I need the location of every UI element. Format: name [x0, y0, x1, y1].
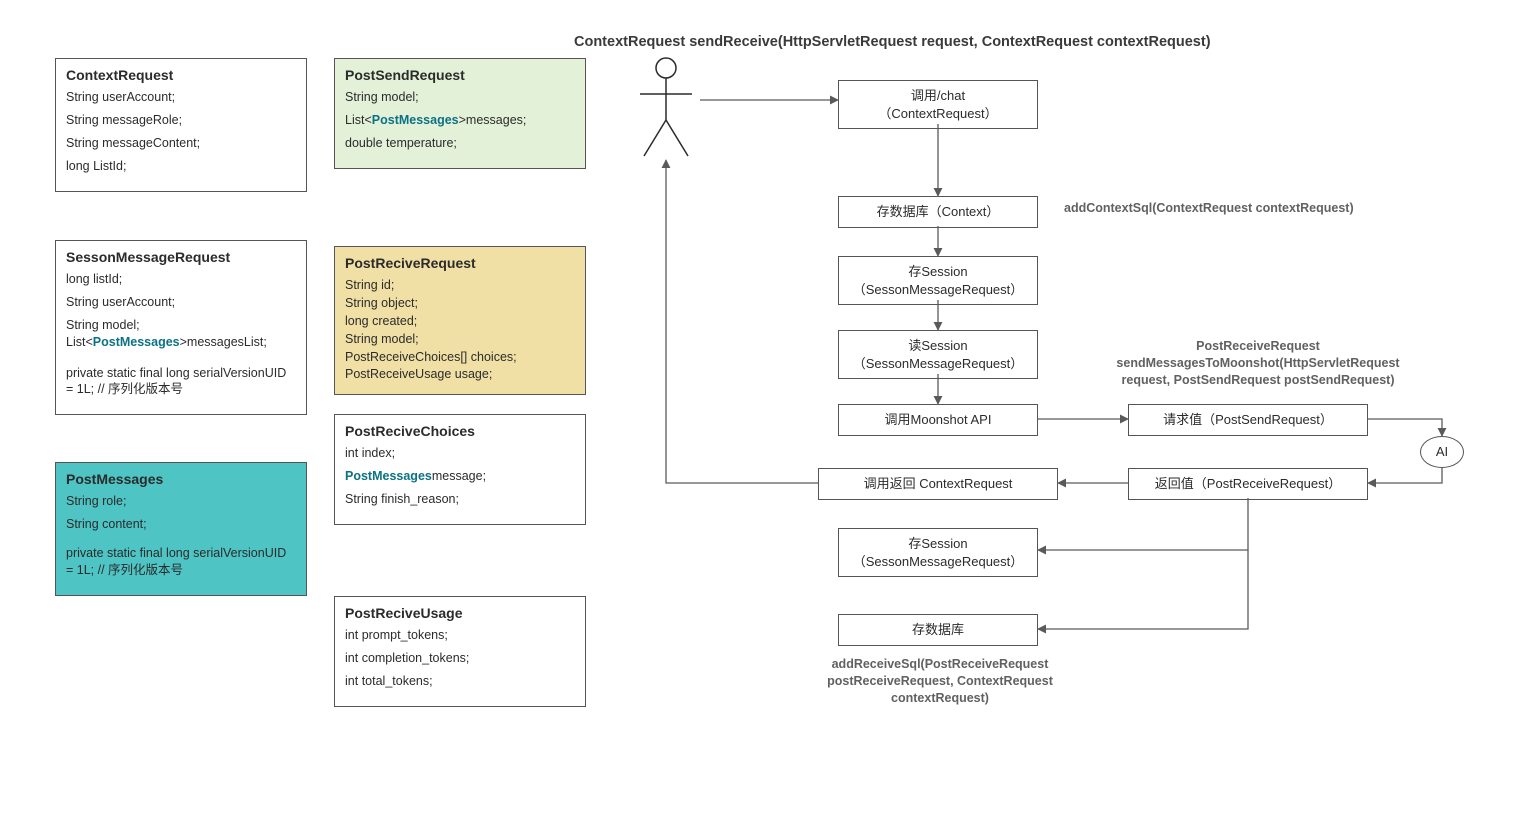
method-signature-title: ContextRequest sendReceive(HttpServletRe…	[574, 34, 1211, 50]
annot-addReceiveSql: addReceiveSql(PostReceiveRequestpostRece…	[800, 656, 1080, 707]
class-field: String id;	[345, 277, 575, 294]
class-field: private static final long serialVersionU…	[66, 365, 296, 399]
annot-addContextSql: addContextSql(ContextRequest contextRequ…	[1064, 200, 1404, 217]
class-field: long created;	[345, 313, 575, 330]
class-title: PostReciveChoices	[345, 423, 575, 439]
class-field: String messageContent;	[66, 135, 296, 152]
class-ContextRequest: ContextRequest String userAccount; Strin…	[55, 58, 307, 192]
flow-node-chat: 调用/chat（ContextRequest）	[838, 80, 1038, 129]
class-field: String model;List<PostMessages>messagesL…	[66, 317, 296, 351]
class-field: PostReceiveUsage usage;	[345, 366, 575, 383]
class-PostReciveUsage: PostReciveUsage int prompt_tokens; int c…	[334, 596, 586, 707]
flow-node-return-context: 调用返回 ContextRequest	[818, 468, 1058, 500]
class-field: String messageRole;	[66, 112, 296, 129]
class-field: PostReceiveChoices[] choices;	[345, 349, 575, 366]
class-field: int prompt_tokens;	[345, 627, 575, 644]
class-title: PostReciveRequest	[345, 255, 575, 271]
flow-node-request-value: 请求值（PostSendRequest）	[1128, 404, 1368, 436]
flow-node-save-session-1: 存Session（SessonMessageRequest）	[838, 256, 1038, 305]
flow-node-save-db: 存数据库	[838, 614, 1038, 646]
class-field: String model;	[345, 331, 575, 348]
class-field: List<PostMessages>messages;	[345, 112, 575, 129]
class-field: long listId;	[66, 271, 296, 288]
class-field: String content;	[66, 516, 296, 533]
class-field: String model;	[345, 89, 575, 106]
class-field: String finish_reason;	[345, 491, 575, 508]
annot-sendMessagesToMoonshot: PostReceiveRequestsendMessagesToMoonshot…	[1108, 338, 1408, 389]
class-title: PostReciveUsage	[345, 605, 575, 621]
flow-node-call-moonshot: 调用Moonshot API	[838, 404, 1038, 436]
class-title: SessonMessageRequest	[66, 249, 296, 265]
class-field: String role;	[66, 493, 296, 510]
class-field: long ListId;	[66, 158, 296, 175]
class-field: int index;	[345, 445, 575, 462]
class-SessonMessageRequest: SessonMessageRequest long listId; String…	[55, 240, 307, 415]
flow-node-read-session: 读Session（SessonMessageRequest）	[838, 330, 1038, 379]
class-PostReciveRequest: PostReciveRequest String id; String obje…	[334, 246, 586, 395]
class-field: String userAccount;	[66, 89, 296, 106]
flow-node-save-db-context: 存数据库（Context）	[838, 196, 1038, 228]
class-PostSendRequest: PostSendRequest String model; List<PostM…	[334, 58, 586, 169]
class-field: double temperature;	[345, 135, 575, 152]
flow-node-save-session-2: 存Session（SessonMessageRequest）	[838, 528, 1038, 577]
class-field: int total_tokens;	[345, 673, 575, 690]
class-field: PostMessagesmessage;	[345, 468, 575, 485]
class-title: ContextRequest	[66, 67, 296, 83]
class-PostMessages: PostMessages String role; String content…	[55, 462, 307, 596]
ai-node: AI	[1420, 436, 1464, 468]
flow-node-return-value: 返回值（PostReceiveRequest）	[1128, 468, 1368, 500]
class-title: PostMessages	[66, 471, 296, 487]
class-title: PostSendRequest	[345, 67, 575, 83]
class-PostReciveChoices: PostReciveChoices int index; PostMessage…	[334, 414, 586, 525]
class-field: int completion_tokens;	[345, 650, 575, 667]
class-field: String object;	[345, 295, 575, 312]
class-field: private static final long serialVersionU…	[66, 545, 296, 579]
class-field: String userAccount;	[66, 294, 296, 311]
actor-icon	[640, 58, 692, 156]
